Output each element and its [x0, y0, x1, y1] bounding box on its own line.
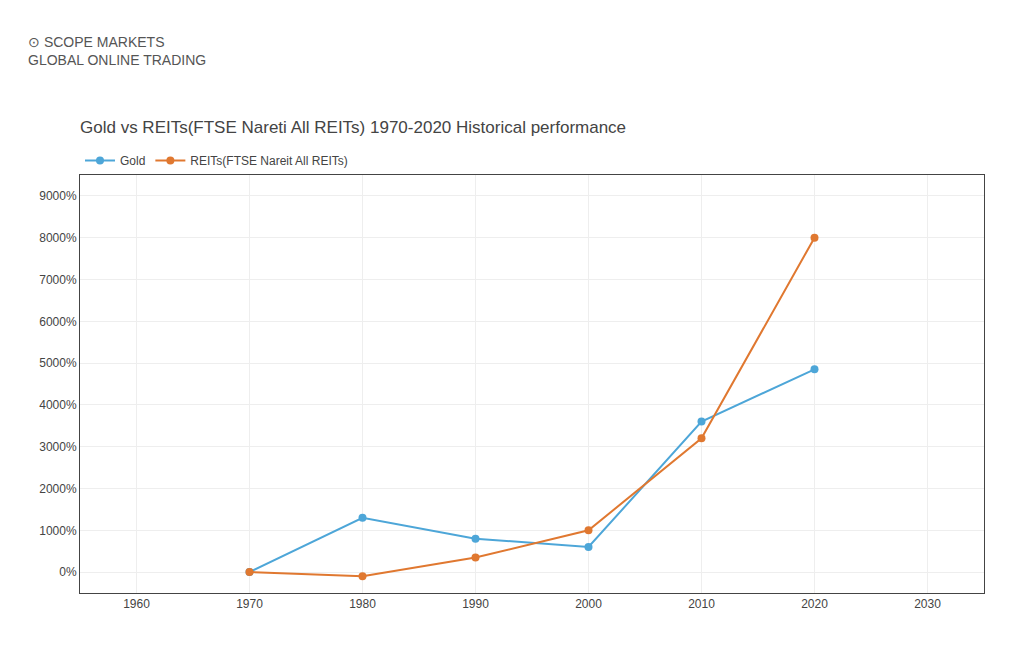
svg-text:1960: 1960	[123, 597, 150, 611]
svg-text:2010: 2010	[688, 597, 715, 611]
svg-text:8000%: 8000%	[39, 231, 77, 245]
svg-text:4000%: 4000%	[39, 398, 77, 412]
svg-text:1990: 1990	[462, 597, 489, 611]
svg-text:6000%: 6000%	[39, 315, 77, 329]
svg-text:1000%: 1000%	[39, 524, 77, 538]
svg-text:2000: 2000	[575, 597, 602, 611]
svg-text:1980: 1980	[349, 597, 376, 611]
svg-text:9000%: 9000%	[39, 189, 77, 203]
svg-text:7000%: 7000%	[39, 273, 77, 287]
svg-text:Gold vs REITs(FTSE Nareti All: Gold vs REITs(FTSE Nareti All REITs) 197…	[80, 118, 626, 137]
svg-text:3000%: 3000%	[39, 440, 77, 454]
svg-text:⊙ SCOPE MARKETSGLOBAL ONLINE T: ⊙ SCOPE MARKETSGLOBAL ONLINE TRADING	[28, 34, 206, 68]
svg-text:2000%: 2000%	[39, 482, 77, 496]
svg-text:REITs(FTSE Nareit All REITs): REITs(FTSE Nareit All REITs)	[190, 154, 347, 168]
svg-text:0%: 0%	[59, 565, 77, 579]
svg-text:Gold: Gold	[120, 154, 145, 168]
svg-text:1970: 1970	[236, 597, 263, 611]
svg-text:5000%: 5000%	[39, 356, 77, 370]
svg-text:2020: 2020	[801, 597, 828, 611]
svg-text:2030: 2030	[914, 597, 941, 611]
